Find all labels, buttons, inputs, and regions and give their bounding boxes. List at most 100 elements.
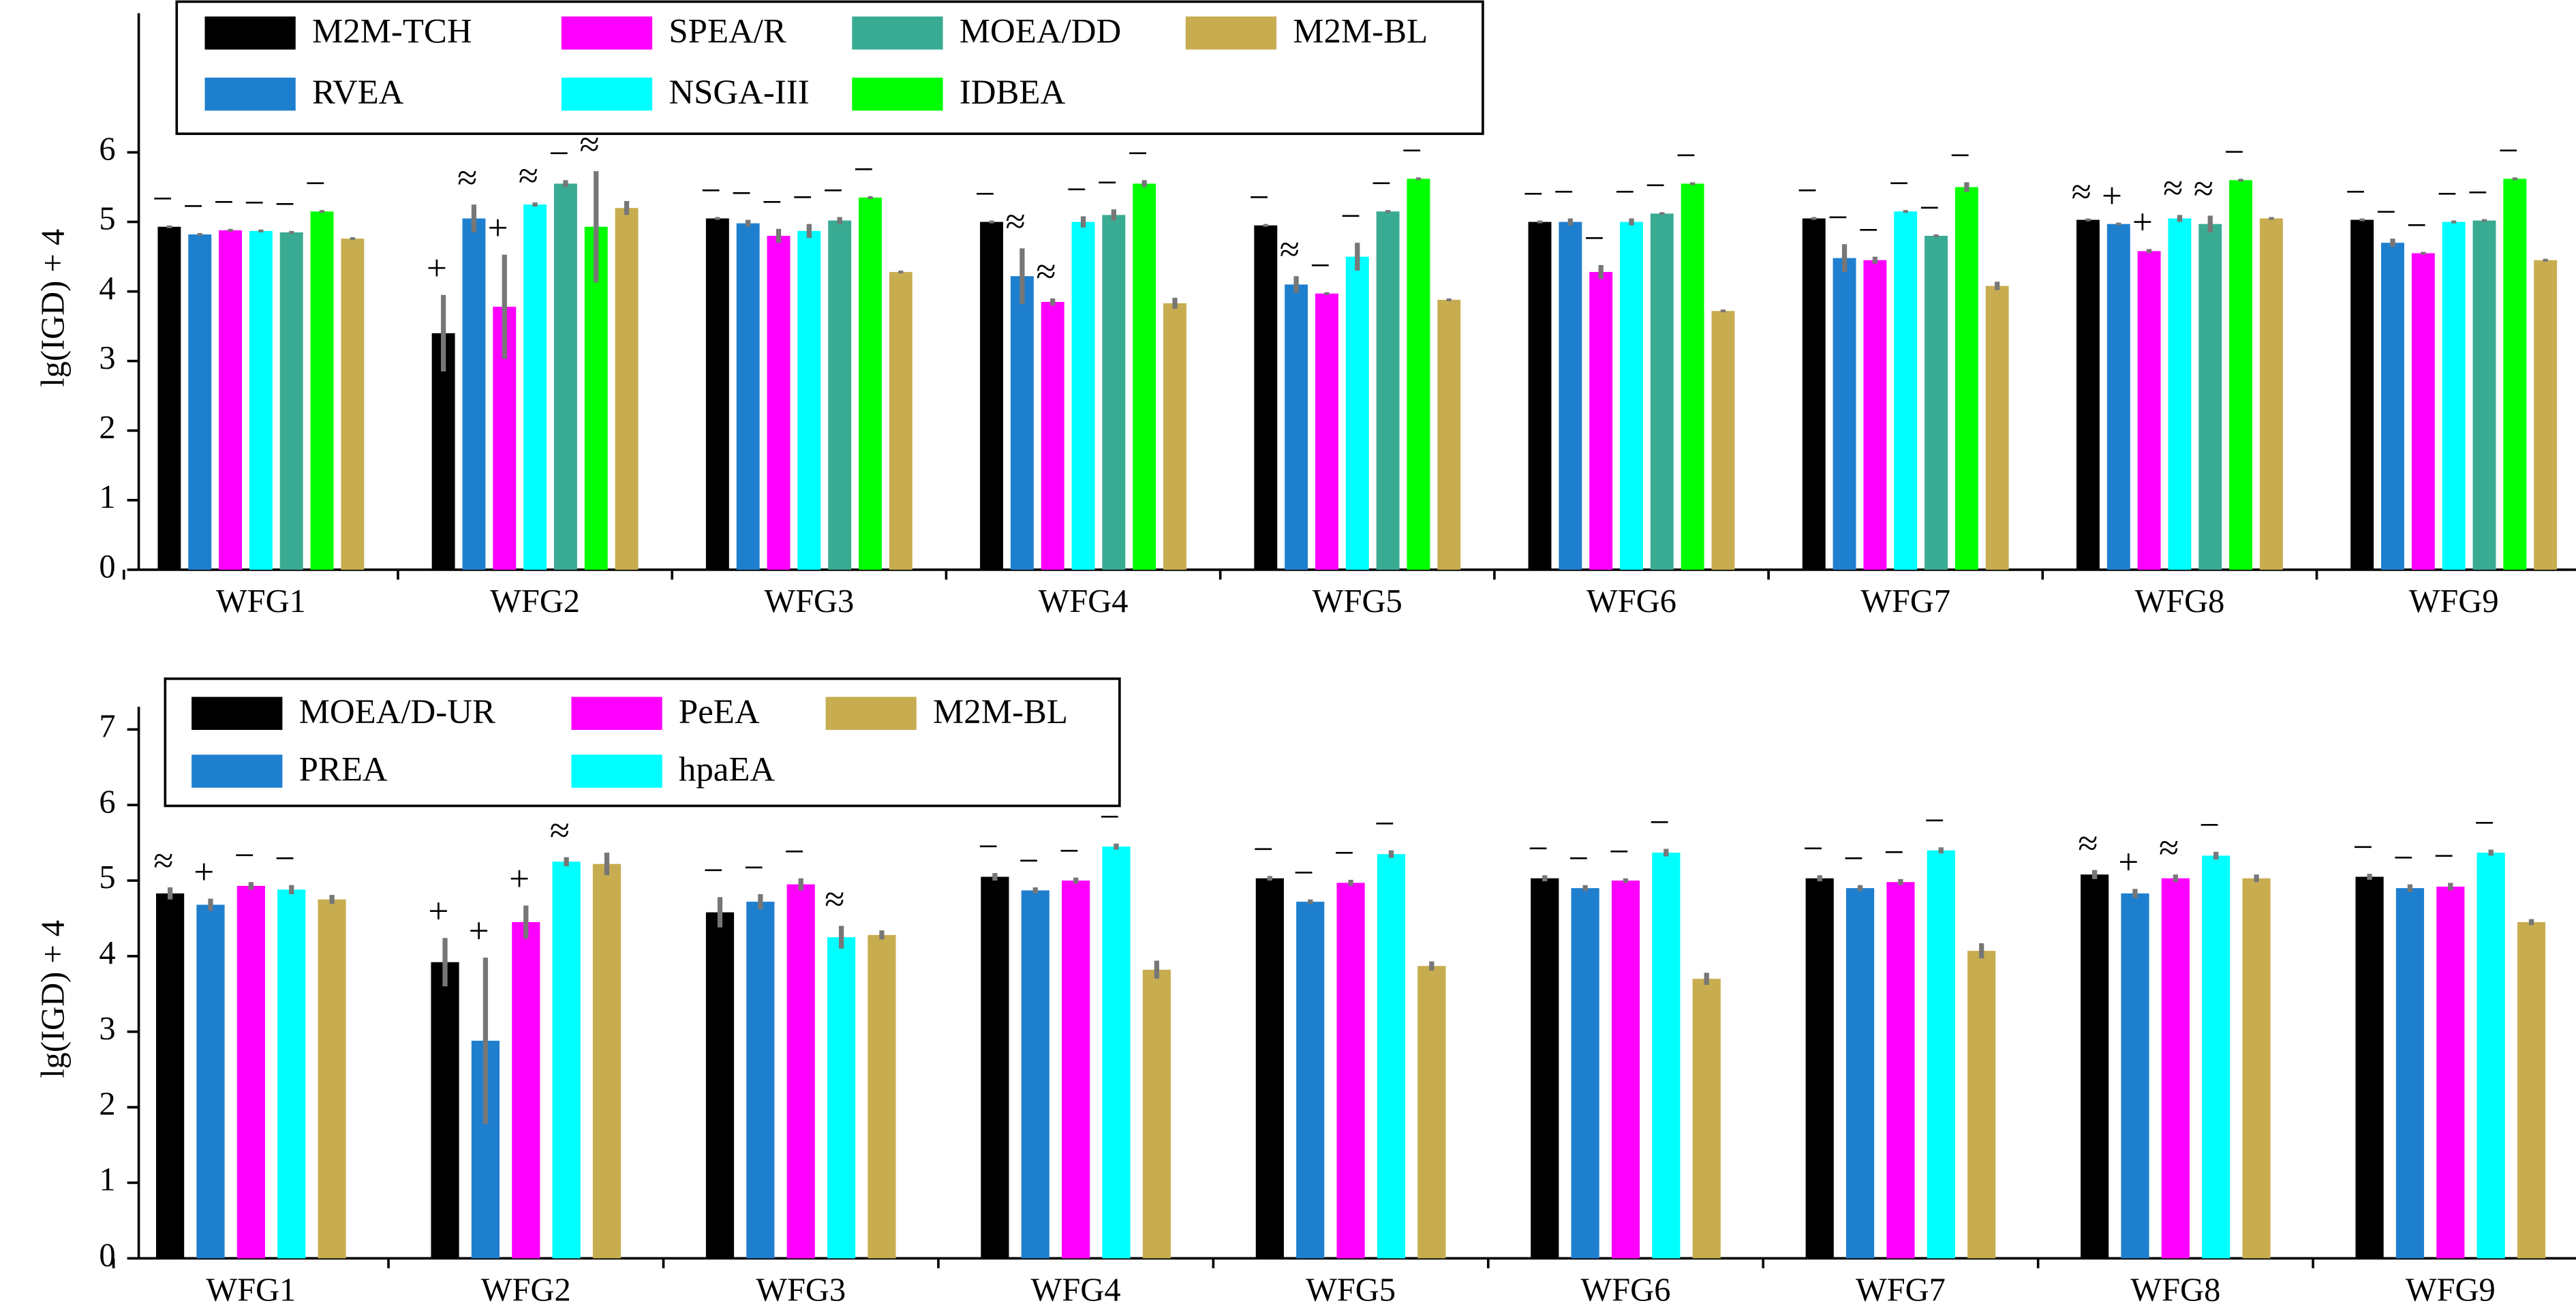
- legend-label: NSGA-III: [669, 74, 809, 112]
- bar: [1711, 311, 1735, 570]
- significance-mark: −: [1127, 134, 1148, 174]
- y-tick-label: 1: [99, 479, 115, 515]
- y-tick-label: 5: [99, 859, 115, 896]
- bar: [523, 204, 547, 570]
- bar: [797, 230, 821, 570]
- significance-mark: −: [183, 186, 204, 226]
- significance-mark: ≈: [1280, 230, 1300, 270]
- bar: [277, 889, 306, 1259]
- bar: [1254, 225, 1278, 570]
- significance-mark: −: [275, 838, 295, 878]
- significance-mark: −: [1649, 802, 1670, 842]
- significance-mark: ≈: [153, 840, 173, 881]
- bar: [1927, 850, 1955, 1259]
- significance-mark: −: [2434, 836, 2454, 876]
- bar: [462, 218, 486, 570]
- significance-mark: −: [1375, 804, 1395, 844]
- bar: [2229, 180, 2253, 570]
- bar: [1315, 293, 1338, 570]
- bar: [1967, 951, 1996, 1259]
- significance-mark: −: [1884, 832, 1904, 872]
- y-tick-label: 6: [99, 132, 115, 168]
- bar: [1010, 276, 1034, 570]
- legend-swatch: [191, 754, 283, 788]
- bar: [552, 861, 581, 1259]
- bar: [2534, 260, 2558, 570]
- legend-label: hpaEA: [679, 751, 776, 789]
- significance-mark: −: [731, 173, 752, 213]
- x-tick-label: WFG7: [1860, 583, 1950, 620]
- bar: [156, 893, 185, 1259]
- bar: [431, 333, 455, 570]
- significance-mark: −: [213, 182, 234, 222]
- bar: [2411, 253, 2435, 570]
- x-tick-label: WFG9: [2406, 1272, 2496, 1308]
- bar: [2198, 224, 2222, 570]
- legend-label: RVEA: [312, 74, 404, 112]
- bar: [2477, 853, 2505, 1259]
- bar: [2242, 878, 2271, 1259]
- bar: [786, 884, 815, 1259]
- bar: [196, 904, 225, 1259]
- significance-mark: −: [234, 836, 255, 876]
- significance-mark: −: [793, 177, 813, 217]
- bar: [279, 232, 303, 570]
- y-tick-label: 5: [99, 201, 115, 237]
- legend-label: M2M-BL: [933, 693, 1068, 731]
- x-tick-label: WFG3: [756, 1272, 846, 1308]
- bar: [746, 902, 775, 1259]
- bar: [2442, 221, 2466, 570]
- bar: [981, 876, 1009, 1259]
- bar: [1133, 183, 1156, 570]
- bar: [1407, 179, 1430, 570]
- bar: [2350, 219, 2374, 570]
- significance-mark: ≈: [519, 155, 538, 196]
- bar: [1833, 258, 1856, 570]
- legend-label: PREA: [299, 751, 388, 789]
- significance-mark: −: [1528, 829, 1548, 869]
- significance-mark: ≈: [2194, 169, 2213, 209]
- significance-mark: −: [1614, 172, 1635, 212]
- significance-mark: +: [469, 911, 489, 951]
- significance-mark: +: [509, 859, 530, 899]
- bar: [512, 922, 540, 1259]
- significance-mark: −: [1609, 831, 1629, 872]
- bar: [2137, 251, 2161, 570]
- significance-mark: −: [853, 149, 874, 189]
- legend-label: PeEA: [679, 693, 760, 731]
- significance-mark: −: [1371, 164, 1392, 204]
- bar: [2472, 220, 2496, 570]
- significance-mark: ≈: [2163, 168, 2183, 209]
- legend-swatch: [825, 697, 917, 730]
- y-tick-label: 7: [99, 708, 115, 744]
- significance-mark: −: [703, 851, 724, 891]
- bar: [615, 208, 639, 570]
- bar: [341, 239, 365, 570]
- bar: [157, 226, 181, 570]
- legend-label: M2M-TCH: [312, 13, 472, 51]
- significance-mark: −: [762, 182, 782, 222]
- legend-swatch: [1185, 16, 1277, 50]
- significance-mark: −: [1340, 196, 1361, 236]
- bar: [2381, 243, 2404, 570]
- bar: [188, 234, 212, 570]
- bar: [1041, 301, 1064, 570]
- bar: [1845, 888, 1875, 1259]
- significance-mark: −: [743, 847, 764, 887]
- significance-mark: −: [2437, 174, 2457, 214]
- x-tick-label: WFG8: [2130, 1272, 2220, 1308]
- bar: [236, 885, 265, 1259]
- legend-swatch: [852, 77, 943, 111]
- legend-label: MOEA/DD: [960, 13, 1121, 51]
- bar: [827, 937, 856, 1259]
- bar: [1886, 882, 1915, 1259]
- legend-label: SPEA/R: [669, 13, 786, 51]
- significance-mark: −: [305, 164, 326, 204]
- significance-mark: −: [1584, 218, 1604, 258]
- significance-mark: ≈: [2072, 172, 2091, 212]
- y-tick-label: 1: [99, 1162, 115, 1198]
- significance-mark: −: [823, 170, 843, 211]
- significance-mark: +: [428, 891, 448, 932]
- significance-mark: −: [1523, 174, 1544, 214]
- significance-mark: −: [1253, 829, 1274, 870]
